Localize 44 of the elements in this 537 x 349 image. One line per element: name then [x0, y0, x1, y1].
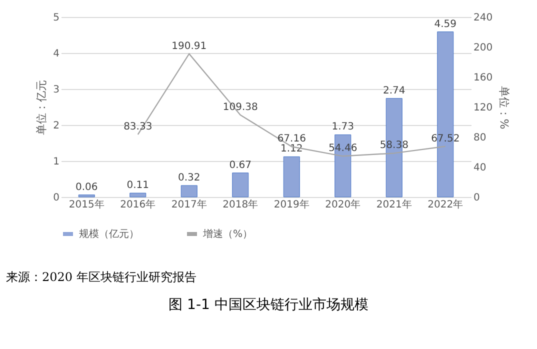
bar	[180, 185, 198, 198]
x-tick-label: 2015年	[68, 198, 104, 210]
x-tick-label: 2017年	[171, 198, 207, 210]
text: 图 1-1 中国区块链行业市场规模	[168, 296, 370, 314]
x-tick-label: 2016年	[120, 198, 156, 210]
x-tick-label: 2018年	[222, 198, 258, 210]
bar	[78, 194, 95, 198]
source-note: 来源：2020 年区块链行业研究报告	[6, 269, 198, 286]
x-tick-label: 2022年	[428, 198, 464, 210]
y2-axis-title: 单位：%	[498, 86, 511, 130]
data-label: 0.11	[126, 180, 150, 192]
y2-tick-label: 80	[474, 132, 486, 144]
data-label: 1.12	[280, 144, 303, 155]
data-label: 0.06	[75, 182, 98, 193]
y2-tick-label: 120	[474, 102, 493, 114]
x-tick-label: 2021年	[376, 198, 412, 210]
y-tick-label: 1	[53, 156, 60, 168]
data-label: 109.38	[222, 102, 258, 113]
data-label: 190.91	[172, 40, 207, 52]
y-axis-title: 单位：亿元	[35, 80, 48, 135]
y-tick-label: 3	[53, 84, 60, 96]
bar	[283, 156, 300, 198]
y2-tick-label: 240	[474, 12, 493, 24]
data-label: 0.32	[178, 172, 200, 184]
x-tick-label: 2020年	[325, 198, 361, 210]
bar	[130, 192, 146, 198]
legend-label: 规模（亿元）	[79, 228, 139, 240]
data-label: 67.16	[277, 134, 306, 145]
y2-tick-label: 40	[474, 162, 486, 174]
y-tick-label: 5	[53, 12, 60, 24]
legend-label: 增速（%）	[202, 228, 253, 240]
y-tick-label: 0	[53, 192, 60, 204]
data-label: 83.33	[124, 122, 152, 133]
y2-tick-label: 160	[474, 72, 493, 84]
bar	[232, 172, 249, 198]
x-tick-label: 2019年	[274, 198, 310, 210]
data-label: 1.73	[332, 122, 354, 133]
data-label: 2.74	[382, 85, 406, 96]
y-tick-label: 2	[53, 120, 60, 132]
y2-tick-label: 200	[474, 42, 493, 54]
y2-tick-label: 0	[474, 192, 480, 204]
y-tick-label: 4	[53, 48, 60, 60]
data-label: 0.67	[229, 160, 252, 171]
data-label: 4.59	[434, 18, 457, 30]
